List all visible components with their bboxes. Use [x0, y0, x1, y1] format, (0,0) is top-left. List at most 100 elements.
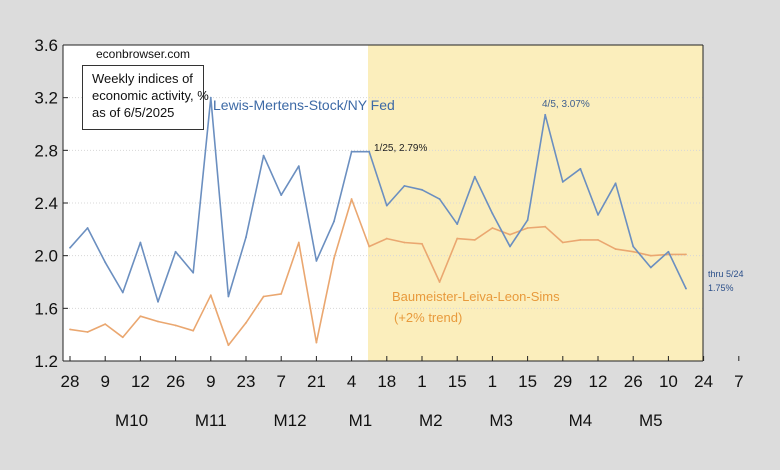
series-point — [632, 250, 635, 253]
annotation-last-value: 1.75% — [708, 283, 734, 293]
series-point — [86, 331, 89, 333]
series-point — [438, 198, 441, 200]
series-point — [491, 212, 494, 215]
x-tick-label: 12 — [131, 372, 150, 391]
x-tick-label: 26 — [166, 372, 185, 391]
series-point — [561, 241, 564, 244]
series-point — [649, 254, 652, 257]
series-point — [597, 238, 599, 241]
series-point — [649, 266, 652, 269]
y-tick-label: 2.4 — [34, 194, 58, 213]
y-tick-label: 1.6 — [34, 299, 58, 318]
note-line-2: economic activity, % — [92, 88, 209, 103]
series-point — [350, 198, 353, 200]
series-label-blls: Baumeister-Leiva-Leon-Sims — [392, 289, 560, 304]
x-tick-label: 23 — [237, 372, 256, 391]
x-tick-label: 24 — [694, 372, 713, 391]
series-point — [350, 150, 353, 153]
month-labels: M10 M11 M12 M1 M2 M3 M4 M5 — [115, 411, 663, 430]
series-point — [333, 257, 335, 260]
series-point — [544, 113, 547, 116]
month-label: M4 — [569, 411, 593, 430]
series-point — [104, 323, 107, 326]
series-point — [192, 329, 195, 332]
series-point — [192, 271, 195, 274]
series-point — [421, 188, 423, 191]
annotation-jan25: 1/25, 2.79% — [374, 143, 427, 154]
y-tick-label: 2.0 — [34, 247, 58, 266]
series-point — [473, 175, 476, 178]
x-tick-label: 28 — [61, 372, 80, 391]
series-point — [509, 233, 511, 236]
series-point — [315, 341, 318, 344]
note-line-1: Weekly indices of — [92, 71, 193, 86]
series-point — [69, 328, 71, 331]
month-label: M2 — [419, 411, 443, 430]
x-tick-label: 10 — [659, 372, 678, 391]
source-label: econbrowser.com — [96, 47, 191, 61]
series-point — [368, 150, 371, 153]
series-point — [579, 167, 582, 170]
series-point — [315, 260, 318, 262]
series-point — [597, 213, 599, 216]
series-point — [209, 96, 212, 99]
series-point — [121, 336, 124, 339]
series-point — [456, 237, 459, 240]
x-tick-label: 9 — [100, 372, 109, 391]
series-point — [245, 236, 247, 239]
x-tick-label: 7 — [276, 372, 285, 391]
series-point — [421, 242, 423, 245]
series-point — [614, 182, 617, 185]
series-point — [685, 287, 687, 290]
series-label-blls-trend: (+2% trend) — [394, 310, 462, 325]
y-tick-label: 1.2 — [34, 352, 58, 371]
series-point — [526, 227, 529, 229]
x-tick-label: 4 — [347, 372, 356, 391]
series-point — [403, 241, 406, 244]
y-tick-label: 3.2 — [34, 89, 58, 108]
month-label: M10 — [115, 411, 148, 430]
series-point — [667, 250, 670, 253]
series-point — [385, 237, 388, 240]
series-point — [139, 315, 142, 318]
series-layer — [69, 96, 687, 347]
series-point — [456, 223, 459, 225]
annotation-apr5: 4/5, 3.07% — [542, 99, 590, 110]
x-tick-label: 21 — [307, 372, 326, 391]
series-point — [280, 194, 283, 197]
series-point — [685, 253, 687, 256]
series-point — [368, 245, 371, 248]
x-tick-label: 15 — [448, 372, 467, 391]
y-tick-label: 2.8 — [34, 141, 58, 160]
series-point — [139, 241, 142, 244]
series-point — [614, 248, 617, 250]
series-point — [157, 300, 159, 303]
note-box: Weekly indices of economic activity, % a… — [82, 65, 209, 130]
series-point — [297, 241, 300, 244]
x-tick-label: 1 — [417, 372, 426, 391]
month-label: M12 — [273, 411, 306, 430]
series-point — [280, 292, 283, 295]
y-tick-label: 3.6 — [34, 36, 58, 55]
series-point — [333, 220, 335, 223]
series-point — [544, 225, 547, 228]
x-tick-label: 1 — [488, 372, 497, 391]
x-tick-label: 18 — [377, 372, 396, 391]
x-tick-label: 12 — [589, 372, 608, 391]
series-point — [245, 321, 247, 324]
series-point — [209, 294, 212, 297]
series-point — [227, 344, 230, 347]
series-point — [262, 154, 265, 157]
series-point — [561, 181, 564, 183]
note-line-3: as of 6/5/2025 — [92, 105, 175, 120]
x-tick-label: 9 — [206, 372, 215, 391]
series-point — [174, 250, 177, 253]
series-point — [385, 204, 388, 207]
series-point — [473, 238, 476, 241]
series-point — [438, 281, 441, 283]
series-point — [297, 165, 300, 168]
series-point — [69, 246, 71, 249]
series-point — [174, 324, 177, 327]
series-point — [632, 245, 635, 248]
